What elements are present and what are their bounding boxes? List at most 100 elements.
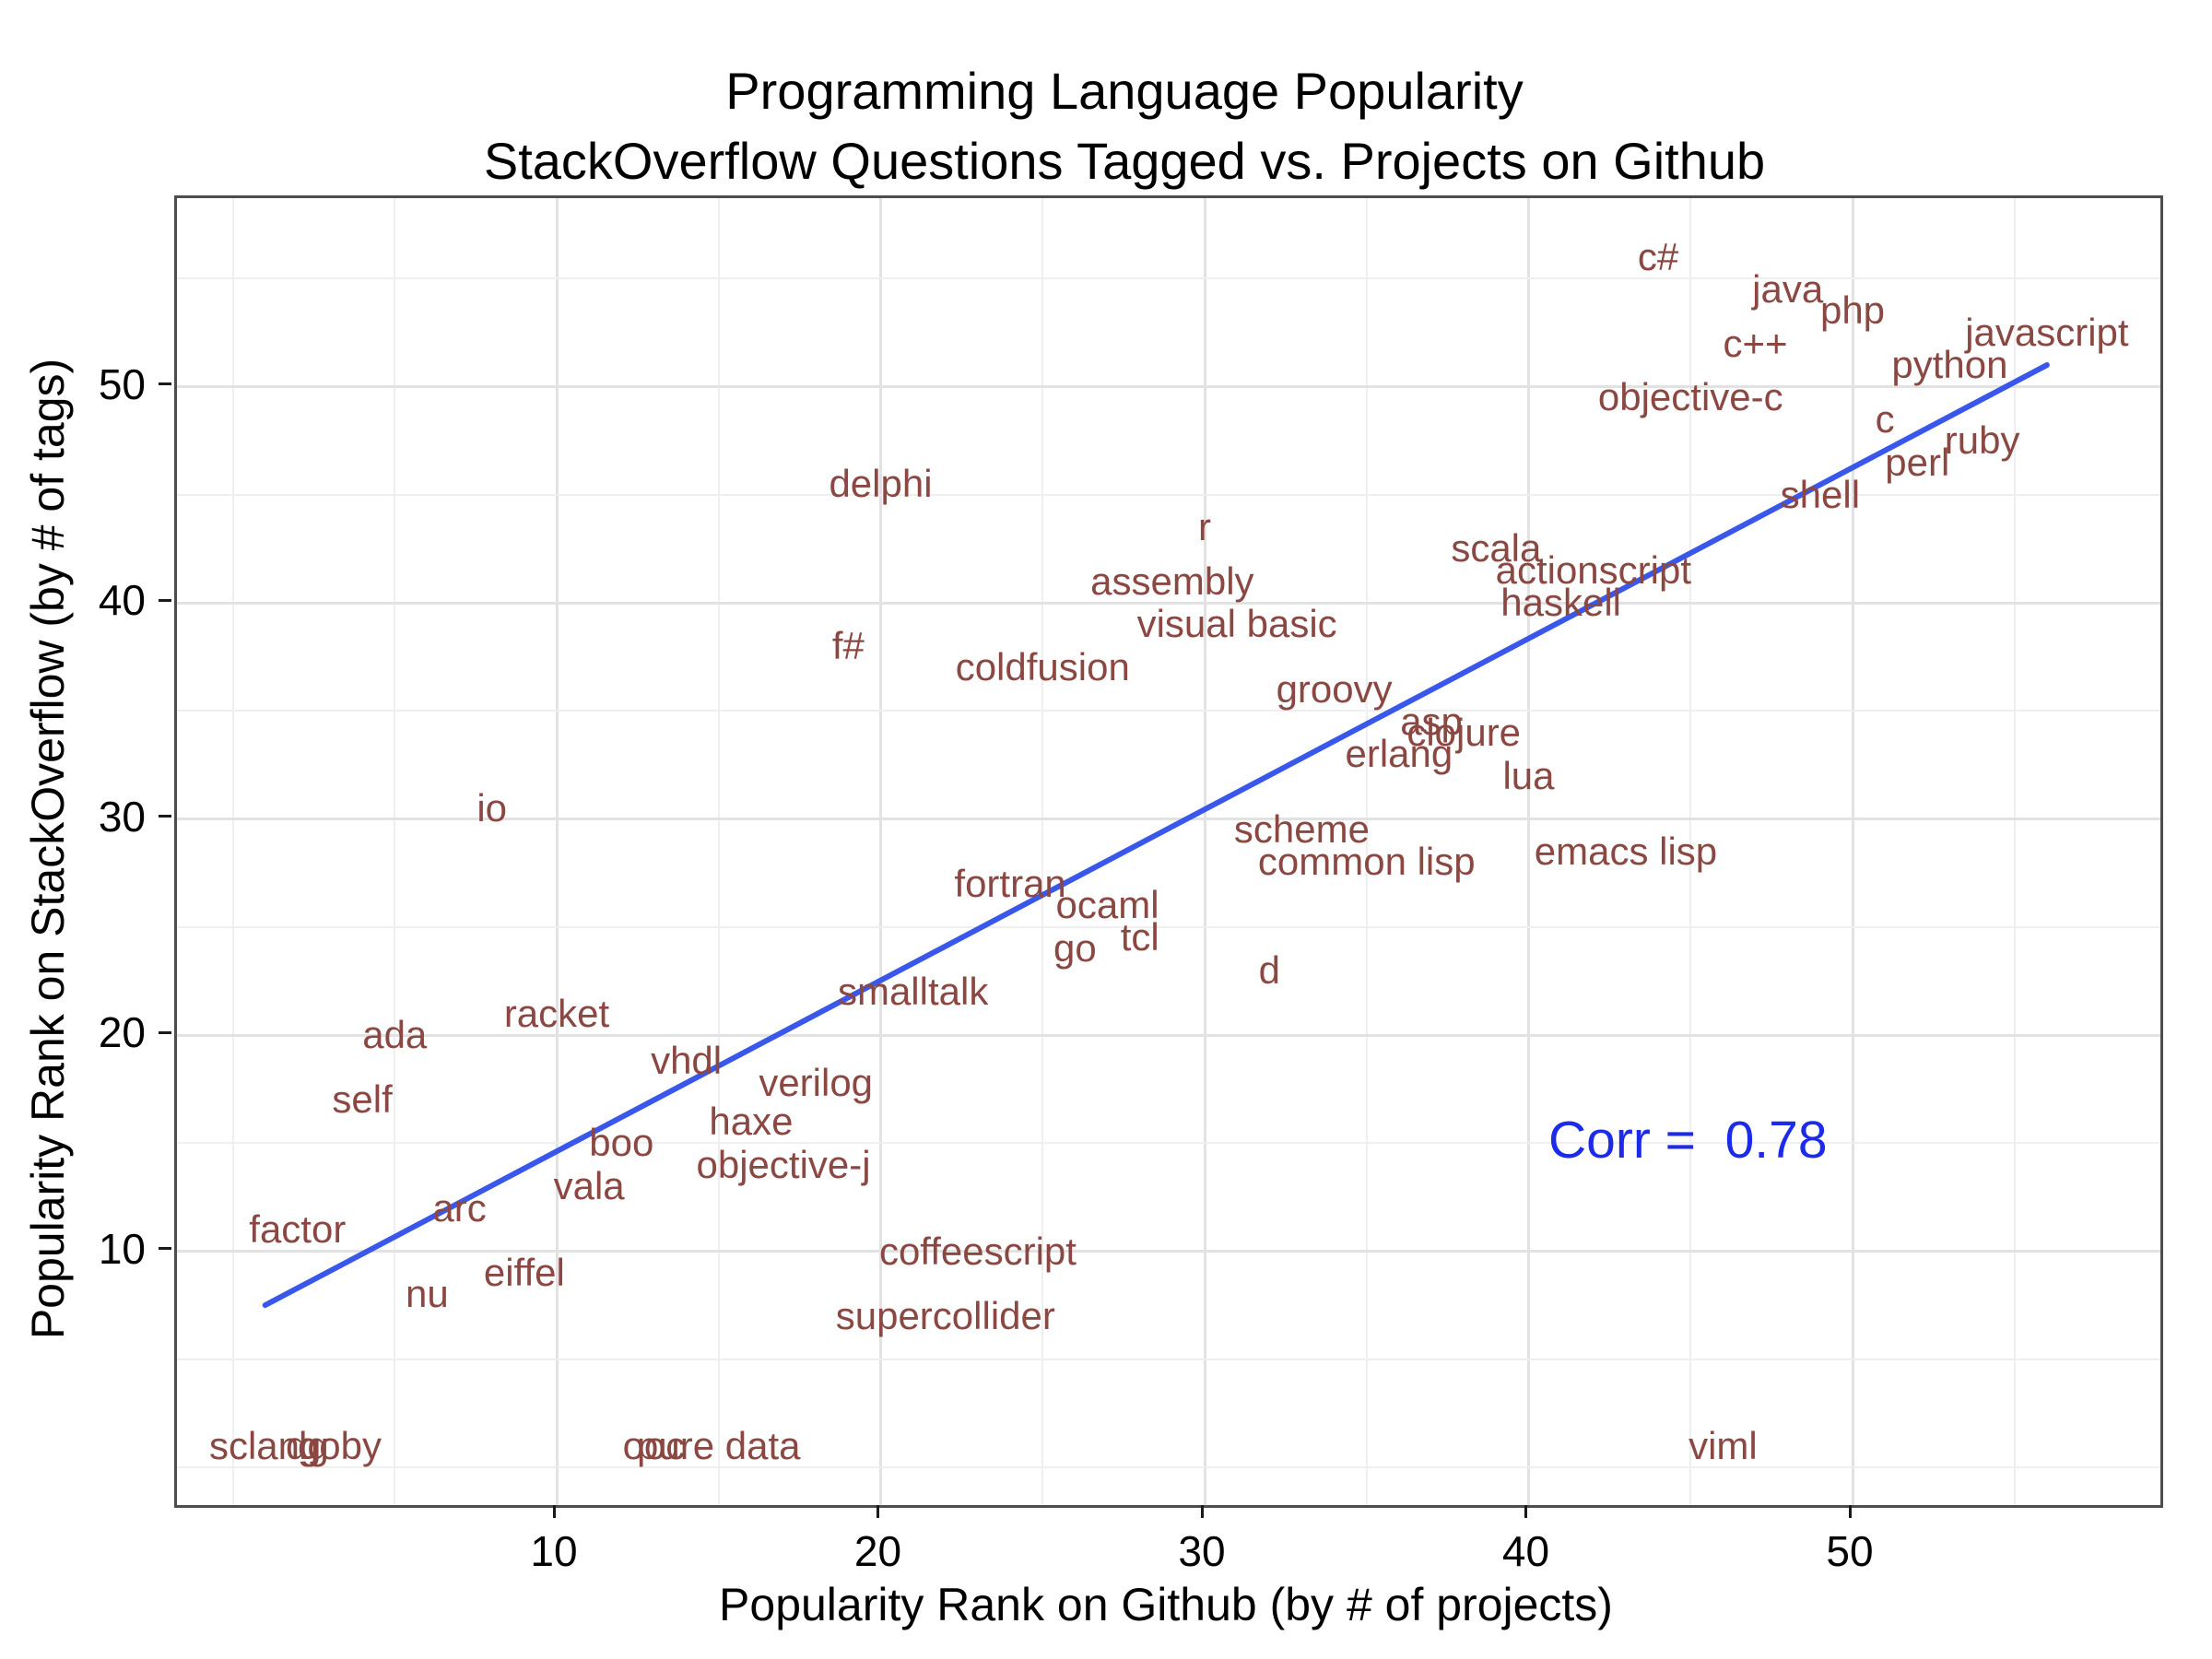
x-tick-20: [877, 1505, 879, 1518]
gridline-y-10: [177, 1250, 2160, 1253]
point-label-objective-c: objective-c: [1597, 375, 1783, 419]
point-label-lua: lua: [1502, 753, 1555, 797]
plot-panel: c# java php javascript c++ python objective-c c…: [174, 195, 2163, 1508]
point-label-delphi: delphi: [829, 462, 933, 506]
point-label-factor: factor: [249, 1207, 347, 1252]
point-label-f-: f#: [831, 623, 865, 667]
gridline-x-20: [879, 198, 882, 1505]
x-tick-label-30: 30: [1178, 1527, 1226, 1575]
point-label-shell: shell: [1780, 472, 1861, 516]
x-tick-label-20: 20: [853, 1527, 902, 1575]
gridline-y-5: [177, 1358, 2160, 1360]
gridline-y-15: [177, 1142, 2160, 1145]
regression-line: [262, 362, 2050, 1309]
point-label-javascript: javascript: [1965, 310, 2129, 354]
chart-title: Programming Language Popularity: [725, 62, 1524, 120]
point-label-goby: goby: [297, 1423, 382, 1467]
gridline-x-40: [1527, 198, 1530, 1505]
gridline-y-0: [177, 1466, 2160, 1468]
point-label-smalltalk: smalltalk: [837, 970, 989, 1014]
regression-line-layer: [262, 362, 2050, 1309]
point-label-erlang: erlang: [1345, 732, 1453, 776]
point-label-python: python: [1891, 343, 2008, 387]
x-tick-10: [552, 1505, 556, 1518]
gridline-x-45: [1689, 198, 1692, 1505]
point-label-supercollider: supercollider: [835, 1293, 1055, 1337]
correlation-annotation: Corr = 0.78: [1547, 1111, 1828, 1171]
point-label-ada: ada: [362, 1013, 428, 1056]
x-tick-label-40: 40: [1501, 1527, 1550, 1575]
point-label-haxe: haxe: [709, 1099, 794, 1143]
gridline-x-35: [1365, 198, 1368, 1505]
point-label-visual-basic: visual basic: [1136, 602, 1337, 646]
y-axis-title: Popularity Rank on StackOverflow (by # o…: [22, 358, 74, 1340]
point-label-nu: nu: [406, 1272, 449, 1316]
point-label-scheme: scheme: [1233, 807, 1370, 852]
y-tick-50: [159, 382, 171, 385]
point-label-coldfusion: coldfusion: [955, 645, 1130, 689]
point-label-c-: c++: [1723, 321, 1788, 365]
point-label-tcl: tcl: [1120, 915, 1159, 959]
gridline-y-35: [177, 710, 2160, 712]
gridline-y-50: [177, 385, 2160, 388]
x-tick-50: [1848, 1505, 1852, 1518]
point-label-coffeescript: coffeescript: [878, 1229, 1077, 1273]
point-label-php: php: [1819, 288, 1886, 333]
point-label-groovy: groovy: [1276, 666, 1393, 711]
point-label-assembly: assembly: [1090, 559, 1254, 603]
x-tick-label-50: 50: [1826, 1527, 1874, 1575]
point-label-ruby: ruby: [1944, 418, 2020, 463]
point-label-vala: vala: [553, 1164, 625, 1208]
point-label-emacs-lisp: emacs lisp: [1534, 829, 1718, 873]
gridline-x-55: [2013, 198, 2016, 1505]
chart-subtitle: StackOverflow Questions Tagged vs. Proje…: [483, 132, 1766, 190]
point-label-objective-j: objective-j: [696, 1142, 871, 1186]
point-label-d: d: [1258, 947, 1280, 992]
y-tick-label-50: 50: [98, 359, 146, 408]
point-label-dg: dg: [285, 1423, 329, 1467]
point-label-c: c: [1875, 396, 1895, 441]
point-label-scala: scala: [1451, 526, 1542, 571]
point-label-vhdl: vhdl: [651, 1039, 723, 1083]
point-label-eiffel: eiffel: [483, 1250, 565, 1294]
y-tick-label-40: 40: [98, 576, 146, 624]
y-tick-label-20: 20: [98, 1008, 146, 1056]
y-tick-40: [159, 598, 171, 602]
gridline-y-30: [177, 818, 2160, 820]
gridline-x-5: [394, 198, 396, 1505]
gridline-y-55: [177, 277, 2160, 280]
gridline-y-25: [177, 925, 2160, 928]
point-label-go: go: [1053, 926, 1097, 971]
point-label-self: self: [332, 1077, 393, 1122]
point-label-actionscript: actionscript: [1495, 547, 1692, 592]
y-tick-10: [159, 1247, 171, 1250]
point-label-io: io: [477, 785, 508, 830]
y-tick-20: [159, 1030, 171, 1034]
x-axis-title: Popularity Rank on Github (by # of proje…: [719, 1579, 1613, 1630]
gridline-x-15: [717, 198, 720, 1505]
point-label-asp: asp: [1400, 699, 1463, 743]
point-label-r: r: [1198, 504, 1211, 548]
gridline-x-30: [1203, 198, 1206, 1505]
y-tick-label-30: 30: [98, 792, 146, 841]
point-label-ooc: ooc: [622, 1423, 686, 1467]
gridline-y-40: [177, 601, 2160, 605]
gridline-x-0: [231, 198, 234, 1505]
point-label-pure-data: pure data: [637, 1423, 801, 1467]
point-label-haskell: haskell: [1500, 581, 1622, 624]
point-label-common-lisp: common lisp: [1257, 840, 1476, 884]
gridline-y-45: [177, 493, 2160, 496]
point-label-perl: perl: [1885, 440, 1950, 484]
point-label-java: java: [1752, 266, 1824, 311]
y-tick-30: [159, 815, 171, 818]
gridline-x-50: [1851, 198, 1854, 1505]
point-label-c-: c#: [1637, 234, 1679, 278]
y-tick-label-10: 10: [98, 1224, 146, 1273]
gridline-x-10: [555, 198, 559, 1505]
point-label-arc: arc: [432, 1185, 487, 1230]
x-tick-30: [1200, 1505, 1204, 1518]
point-label-viml: viml: [1688, 1423, 1758, 1467]
point-label-verilog: verilog: [759, 1060, 874, 1104]
point-label-clojure: clojure: [1406, 710, 1522, 754]
